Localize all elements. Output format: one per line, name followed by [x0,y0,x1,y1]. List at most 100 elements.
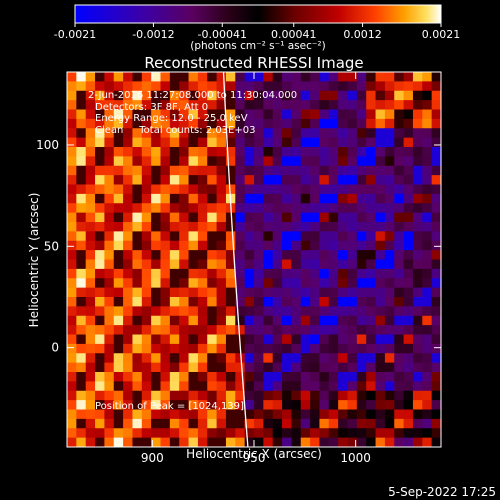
heatmap-cell [132,193,143,204]
heatmap-cell [95,372,105,382]
heatmap-cell [291,81,302,92]
heatmap-cell [188,306,199,317]
heatmap-cell [412,334,423,345]
heatmap-cell [141,409,152,420]
heatmap-cell [160,278,171,289]
heatmap-cell [291,278,302,289]
heatmap-cell [179,231,189,242]
heatmap-cell [216,334,227,345]
heatmap-cell [67,147,77,157]
heatmap-cell [225,287,236,298]
heatmap-cell [169,250,180,260]
colorbar-tick-label: 0.0021 [422,28,461,41]
heatmap-cell [347,100,358,110]
heatmap-cell [132,297,143,307]
heatmap-cell [160,240,171,251]
heatmap-cell [394,109,404,120]
heatmap-cell [310,128,320,139]
heatmap-cell [356,409,367,420]
heatmap-cell [272,165,283,176]
heatmap-cell [394,90,404,101]
heatmap-cell [291,203,302,214]
heatmap-cell [207,315,217,326]
heatmap-cell [151,72,161,82]
heatmap-cell [272,156,283,167]
heatmap-cell [95,100,105,110]
heatmap-cell [67,175,77,185]
heatmap-cell [431,297,441,307]
heatmap-cell [104,437,115,447]
heatmap-cell [403,175,414,185]
heatmap-cell [431,400,441,410]
heatmap-cell [160,100,171,110]
heatmap-cell [197,418,208,429]
heatmap-cell [310,222,320,232]
heatmap-cell [319,353,330,364]
heatmap-cell [347,81,358,92]
heatmap-cell [263,287,274,298]
heatmap-cell [263,418,274,429]
heatmap-cell [76,250,87,260]
heatmap-cell [356,81,367,92]
heatmap-cell [310,343,320,354]
heatmap-cell [132,362,143,373]
heatmap-cell [384,156,395,167]
heatmap-cell [132,250,143,260]
heatmap-cell [356,362,367,373]
heatmap-cell [76,128,87,139]
heatmap-cell [160,297,171,307]
heatmap-cell [244,175,255,185]
heatmap-cell [123,418,133,429]
heatmap-cell [132,325,143,335]
heatmap-cell [254,137,264,148]
heatmap-cell [151,409,161,420]
heatmap-cell [282,334,292,345]
heatmap-cell [76,109,87,120]
heatmap-cell [347,428,358,439]
heatmap-cell [263,203,274,214]
heatmap-cell [384,428,395,439]
heatmap-cell [328,343,339,354]
heatmap-cell [338,128,348,139]
heatmap-cell [169,437,180,447]
heatmap-cell [394,362,404,373]
heatmap-cell [263,193,274,204]
heatmap-cell [113,409,124,420]
heatmap-cell [225,81,236,92]
heatmap-cell [132,381,143,392]
heatmap-cell [282,297,292,307]
heatmap-cell [235,90,246,101]
heatmap-cell [76,203,87,214]
heatmap-cell [95,240,105,251]
heatmap-cell [422,118,433,129]
heatmap-cell [235,306,246,317]
heatmap-cell [338,109,348,120]
heatmap-cell [272,250,283,260]
heatmap-cell [169,278,180,289]
heatmap-cell [328,334,339,345]
heatmap-cell [356,184,367,195]
heatmap-cell [422,165,433,176]
heatmap-cell [95,222,105,232]
heatmap-cell [366,287,376,298]
heatmap-cell [151,297,161,307]
heatmap-cell [375,240,386,251]
heatmap-cell [338,193,348,204]
heatmap-cell [384,118,395,129]
heatmap-cell [310,193,320,204]
heatmap-cell [366,400,376,410]
heatmap-cell [76,222,87,232]
heatmap-cell [160,268,171,279]
heatmap-cell [216,240,227,251]
heatmap-cell [300,343,311,354]
heatmap-cell [431,193,441,204]
heatmap-cell [282,184,292,195]
heatmap-cell [422,353,433,364]
heatmap-cell [422,409,433,420]
heatmap-cell [263,259,274,270]
heatmap-cell [384,334,395,345]
heatmap-cell [132,81,143,92]
heatmap-cell [225,250,236,260]
heatmap-cell [235,315,246,326]
heatmap-cell [282,306,292,317]
